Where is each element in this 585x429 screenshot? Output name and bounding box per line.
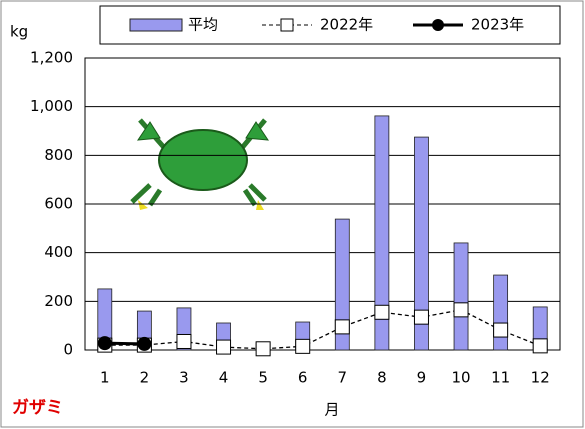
marker bbox=[374, 304, 390, 320]
marker bbox=[532, 338, 548, 354]
x-tick-label: 12 bbox=[531, 369, 550, 387]
marker bbox=[216, 339, 232, 355]
x-tick-label: 3 bbox=[179, 369, 189, 387]
marker bbox=[413, 309, 429, 325]
y-tick-label: 400 bbox=[44, 243, 73, 261]
unit-label: kg bbox=[10, 23, 28, 41]
x-tick-label: 4 bbox=[219, 369, 229, 387]
x-tick-label: 8 bbox=[377, 369, 387, 387]
x-tick-label: 6 bbox=[298, 369, 308, 387]
x-tick-label: 5 bbox=[258, 369, 268, 387]
y-tick-label: 1,000 bbox=[30, 97, 73, 115]
bar bbox=[453, 242, 469, 351]
x-tick-label: 2 bbox=[140, 369, 150, 387]
marker bbox=[334, 319, 350, 335]
y-tick-label: 0 bbox=[63, 341, 73, 359]
marker bbox=[137, 336, 152, 351]
legend-label: 2022年 bbox=[320, 16, 373, 34]
bar bbox=[334, 218, 350, 351]
legend-swatch bbox=[432, 19, 444, 31]
y-tick-label: 600 bbox=[44, 195, 73, 213]
marker bbox=[493, 322, 509, 338]
legend-label: 平均 bbox=[188, 16, 218, 34]
marker bbox=[255, 341, 271, 357]
y-tick-label: 200 bbox=[44, 292, 73, 310]
y-tick-label: 800 bbox=[44, 146, 73, 164]
x-axis-label: 月 bbox=[324, 401, 339, 419]
x-tick-label: 10 bbox=[451, 369, 470, 387]
legend-label: 2023年 bbox=[471, 16, 524, 34]
x-tick-label: 7 bbox=[338, 369, 348, 387]
marker bbox=[97, 336, 112, 351]
bar bbox=[493, 274, 509, 351]
x-tick-label: 1 bbox=[100, 369, 110, 387]
marker bbox=[176, 333, 192, 349]
x-tick-label: 11 bbox=[491, 369, 510, 387]
bar bbox=[374, 115, 390, 351]
x-tick-label: 9 bbox=[417, 369, 427, 387]
marker bbox=[453, 302, 469, 318]
bar bbox=[414, 136, 429, 351]
marker bbox=[295, 338, 311, 354]
species-label: ガザミ bbox=[12, 398, 63, 418]
plot-area bbox=[84, 57, 561, 351]
legend-swatch bbox=[280, 18, 294, 32]
y-tick-label: 1,200 bbox=[30, 49, 73, 67]
crab-illustration bbox=[130, 118, 269, 210]
legend-swatch bbox=[129, 18, 183, 32]
